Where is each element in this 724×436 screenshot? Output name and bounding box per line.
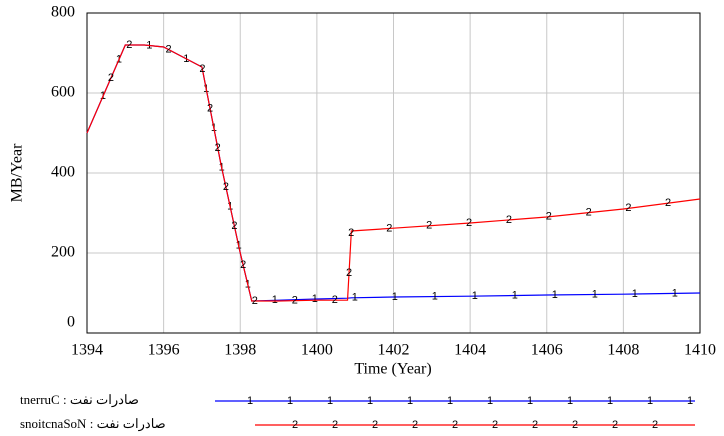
legend-marker: 2	[452, 419, 458, 431]
legend-marker: 1	[527, 395, 533, 407]
series-line	[86, 44, 701, 302]
legend-marker: 1	[247, 395, 253, 407]
series-marker: 2	[199, 63, 205, 75]
series-marker: 1	[512, 289, 518, 301]
legend-marker: 1	[407, 395, 413, 407]
series-marker: 2	[240, 259, 246, 271]
y-tick-label: 200	[51, 244, 75, 261]
legend-marker: 2	[292, 419, 298, 431]
legend-marker: 1	[327, 395, 333, 407]
series-marker: 1	[432, 290, 438, 302]
y-tick-label: 0	[67, 314, 75, 331]
y-tick-label: 600	[51, 84, 75, 101]
series-marker: 1	[392, 291, 398, 303]
legend-marker: 2	[652, 419, 658, 431]
series-marker: 1	[272, 294, 278, 306]
series-marker: 2	[332, 294, 338, 306]
x-tick-label: 1394	[71, 342, 103, 359]
series-marker: 2	[252, 295, 258, 307]
legend-marker: 1	[487, 395, 493, 407]
series-marker: 1	[352, 292, 358, 304]
series-marker: 1	[552, 289, 558, 301]
legend-label: snoitcnaSoN : صادرات نفت	[20, 416, 166, 432]
legend-marker: 1	[367, 395, 373, 407]
x-tick-label: 1402	[378, 342, 410, 359]
x-tick-label: 1408	[607, 342, 639, 359]
legend-marker: 2	[532, 419, 538, 431]
plot-border	[86, 12, 701, 334]
series-marker: 2	[108, 72, 114, 84]
series-marker: 2	[126, 39, 132, 51]
x-axis-title: Time (Year)	[354, 361, 431, 378]
legend-marker: 2	[332, 419, 338, 431]
series-marker: 1	[312, 293, 318, 305]
legend-marker: 2	[372, 419, 378, 431]
series-marker: 2	[348, 227, 354, 239]
series-marker: 2	[215, 142, 221, 154]
series-marker: 2	[625, 202, 631, 214]
legend-label: tnerruC : صادرات نفت	[20, 392, 139, 408]
series-marker: 1	[592, 288, 598, 300]
x-tick-label: 1396	[148, 342, 180, 359]
x-tick-label: 1398	[224, 342, 256, 359]
legend-marker: 1	[647, 395, 653, 407]
series-marker: 2	[665, 197, 671, 209]
series-marker: 2	[586, 207, 592, 219]
series-marker: 2	[506, 214, 512, 226]
y-tick-label: 800	[51, 4, 75, 21]
legend-marker: 2	[572, 419, 578, 431]
legend-marker: 1	[687, 395, 693, 407]
legend-marker: 2	[492, 419, 498, 431]
legend-marker: 1	[567, 395, 573, 407]
series-marker: 2	[292, 295, 298, 307]
legend-marker: 2	[612, 419, 618, 431]
legend-marker: 1	[447, 395, 453, 407]
series-marker: 2	[546, 211, 552, 223]
y-tick-label: 400	[51, 164, 75, 181]
x-tick-label: 1400	[301, 342, 333, 359]
y-axis-title: MB/Year	[9, 143, 26, 203]
series-marker: 2	[207, 103, 213, 115]
series-marker: 1	[472, 290, 478, 302]
series-marker: 2	[426, 220, 432, 232]
x-tick-label: 1406	[531, 342, 563, 359]
series-marker: 2	[223, 181, 229, 193]
series-marker: 2	[346, 267, 352, 279]
legend-marker: 1	[607, 395, 613, 407]
series-marker: 2	[466, 217, 472, 229]
series-marker: 2	[231, 220, 237, 232]
series-marker: 2	[166, 44, 172, 56]
series-marker: 1	[632, 288, 638, 300]
legend-marker: 2	[412, 419, 418, 431]
x-tick-label: 1404	[454, 342, 486, 359]
series-marker: 1	[672, 287, 678, 299]
legend-marker: 1	[287, 395, 293, 407]
x-tick-label: 1410	[684, 342, 716, 359]
series-marker: 2	[386, 222, 392, 234]
